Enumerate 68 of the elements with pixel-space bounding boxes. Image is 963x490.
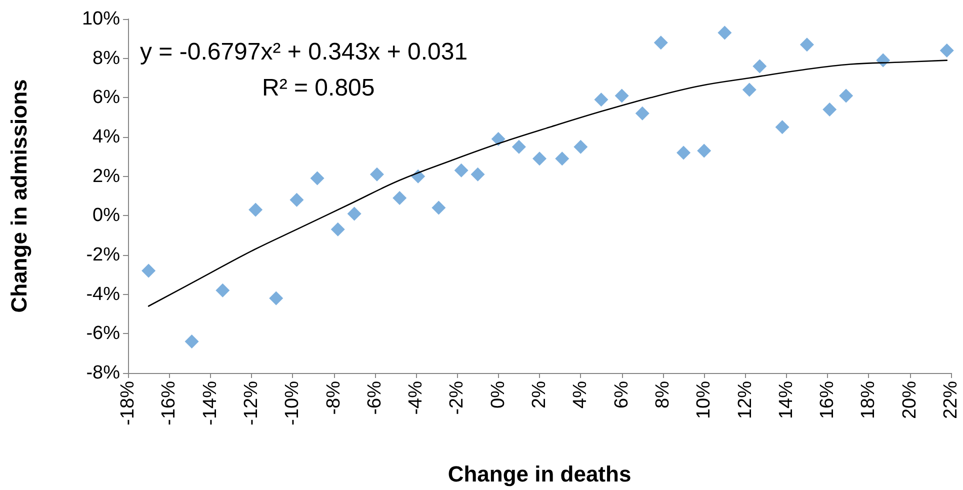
y-tick-label: -6% bbox=[86, 323, 120, 344]
x-tick-label: 18% bbox=[858, 380, 880, 420]
point bbox=[454, 163, 468, 178]
y-tick-label: -4% bbox=[86, 284, 120, 305]
y-tick-label: 6% bbox=[92, 87, 120, 108]
point bbox=[142, 264, 156, 278]
point bbox=[800, 38, 814, 52]
x-tick-label: 12% bbox=[734, 380, 756, 420]
point bbox=[594, 92, 608, 107]
point bbox=[347, 206, 362, 221]
x-axis-title: Change in deaths bbox=[448, 462, 632, 486]
annotation: R² = 0.805 bbox=[262, 74, 375, 102]
x-tick-label: 14% bbox=[776, 380, 797, 420]
point bbox=[574, 140, 588, 154]
y-tick-label: -8% bbox=[86, 362, 120, 384]
x-tick-label: -2% bbox=[446, 380, 468, 415]
x-tick-label: -18% bbox=[118, 380, 138, 426]
point bbox=[392, 190, 407, 205]
y-tick-label: 4% bbox=[92, 126, 120, 148]
point bbox=[470, 167, 485, 182]
point bbox=[184, 334, 199, 349]
point bbox=[742, 82, 756, 97]
x-tick-label: -14% bbox=[200, 380, 221, 426]
x-tick-label: -16% bbox=[158, 380, 180, 426]
x-tick-label: -12% bbox=[240, 380, 262, 426]
x-tick-label: 20% bbox=[899, 380, 920, 420]
point bbox=[532, 152, 546, 166]
point bbox=[310, 171, 324, 186]
point bbox=[216, 283, 230, 298]
y-tick-label: -2% bbox=[86, 244, 120, 266]
x-tick-label: 2% bbox=[529, 380, 550, 408]
x-tick-label: 10% bbox=[694, 380, 715, 420]
x-tick-label: -10% bbox=[282, 380, 304, 426]
x-tick-label: 22% bbox=[940, 380, 962, 420]
point bbox=[654, 36, 668, 50]
point bbox=[718, 26, 732, 40]
point bbox=[697, 144, 712, 158]
point bbox=[248, 202, 263, 217]
point bbox=[432, 200, 446, 215]
x-tick-label: 16% bbox=[817, 380, 838, 420]
y-axis-title: Change in admissions bbox=[6, 79, 32, 313]
x-tick-label: 8% bbox=[652, 380, 674, 408]
point bbox=[512, 140, 526, 154]
x-tick-label: -8% bbox=[323, 380, 344, 415]
y-tick-label: 0% bbox=[92, 205, 120, 226]
point bbox=[269, 291, 284, 306]
x-tick-label: -4% bbox=[406, 380, 427, 415]
point bbox=[555, 152, 570, 166]
y-tick-label: 8% bbox=[92, 48, 120, 69]
y-tick-label: 10% bbox=[82, 8, 120, 30]
point bbox=[491, 132, 506, 146]
point bbox=[290, 192, 304, 207]
point bbox=[822, 102, 837, 116]
point bbox=[676, 146, 691, 160]
point bbox=[775, 120, 790, 134]
point bbox=[940, 43, 954, 58]
point bbox=[330, 222, 345, 236]
point bbox=[635, 106, 650, 120]
point bbox=[370, 167, 384, 182]
x-tick-label: 0% bbox=[488, 380, 509, 408]
x-tick-label: -6% bbox=[364, 380, 386, 415]
point bbox=[839, 88, 854, 103]
point bbox=[614, 88, 629, 103]
annotation: y = -0.6797x² + 0.343x + 0.031 bbox=[140, 38, 468, 66]
x-tick-label: 6% bbox=[611, 380, 632, 408]
y-tick-label: 2% bbox=[92, 166, 120, 187]
point bbox=[752, 59, 767, 74]
x-tick-label: 4% bbox=[570, 380, 592, 408]
